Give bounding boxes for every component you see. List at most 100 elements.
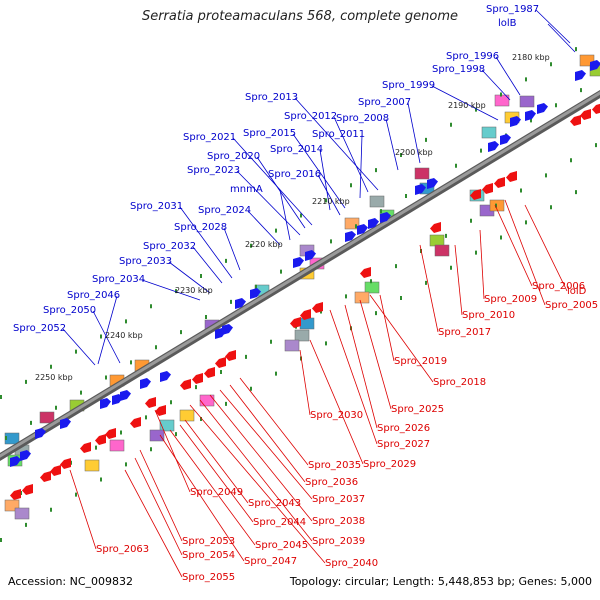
- leader-line-Spro_2032: [192, 246, 223, 284]
- gene-label-Spro_2034: Spro_2034: [92, 274, 145, 285]
- leader-line-Spro_1998: [481, 69, 511, 101]
- tick-forward-row-2: [400, 153, 402, 157]
- leader-line-lolD: [524, 204, 568, 292]
- gene-label-Spro_2030: Spro_2030: [310, 410, 363, 421]
- gene-label-Spro_2044: Spro_2044: [253, 517, 306, 528]
- reverse-gene-arrow: [300, 309, 311, 320]
- tick-forward-row-2: [100, 334, 102, 339]
- tick-reverse-row-1: [145, 415, 147, 420]
- gene-label-Spro_2020: Spro_2020: [207, 151, 260, 162]
- tick-forward-row-1: [5, 436, 7, 440]
- feature-block-slate: [434, 244, 450, 257]
- reverse-gene-arrow: [95, 434, 106, 445]
- tick-reverse-row-1: [245, 354, 247, 359]
- leader-line-Spro_2063: [69, 469, 97, 550]
- tick-reverse-row-2: [325, 341, 327, 346]
- feature-block-green: [369, 195, 385, 208]
- tick-forward-row-2: [425, 137, 427, 142]
- reverse-gene-arrow: [192, 373, 203, 384]
- reverse-gene-arrow: [312, 302, 323, 313]
- reverse-gene-arrow: [22, 484, 33, 495]
- tick-reverse-row-1: [170, 400, 172, 405]
- gene-label-Spro_2025: Spro_2025: [391, 404, 444, 415]
- tick-forward-row-1: [180, 330, 182, 335]
- feature-block-cyan: [4, 432, 20, 445]
- tick-reverse-row-1: [520, 188, 522, 193]
- forward-gene-arrow: [575, 70, 586, 81]
- reverse-gene-arrow: [204, 367, 215, 378]
- tick-reverse-row-1: [545, 173, 547, 178]
- tick-reverse-row-1: [570, 158, 572, 163]
- tick-reverse-row-1: [270, 339, 272, 344]
- tick-forward-row-2: [150, 304, 152, 309]
- kbp-marker-label: 2190 kbp: [448, 101, 486, 110]
- gene-label-Spro_2017: Spro_2017: [438, 327, 491, 338]
- gene-label-Spro_2045: Spro_2045: [255, 540, 308, 551]
- leader-line-Spro_2007: [407, 102, 421, 164]
- gene-label-Spro_1999: Spro_1999: [382, 80, 435, 91]
- tick-forward-row-1: [30, 420, 32, 425]
- forward-gene-arrow: [35, 428, 46, 439]
- reverse-gene-arrow: [430, 222, 441, 233]
- tick-reverse-row-2: [575, 190, 577, 195]
- genome-backbone: [0, 89, 600, 462]
- gene-label-Spro_2055: Spro_2055: [182, 572, 235, 583]
- backbone-highlight: [0, 91, 600, 458]
- leader-line-Spro_1987: [535, 9, 571, 44]
- map-title: Serratia proteamaculans 568, complete ge…: [141, 9, 459, 24]
- tick-reverse-row-2: [125, 462, 127, 467]
- gene-label-Spro_2046: Spro_2046: [67, 290, 120, 301]
- tick-forward-row-1: [580, 88, 582, 93]
- gene-label-Spro_2007: Spro_2007: [358, 97, 411, 108]
- leader-line-Spro_2009: [479, 229, 485, 300]
- leader-line-Spro_2016: [317, 174, 341, 216]
- leader-line-Spro_2019: [379, 294, 395, 362]
- feature-block-green: [149, 429, 165, 442]
- forward-gene-arrow: [500, 134, 511, 145]
- tick-reverse-row-1: [220, 370, 222, 374]
- forward-gene-arrow: [10, 456, 21, 467]
- feature-block-teal: [429, 234, 445, 247]
- gene-label-Spro_2036: Spro_2036: [305, 477, 358, 488]
- leader-line-Spro_2025: [359, 299, 392, 410]
- gene-label-Spro_2053: Spro_2053: [182, 536, 235, 547]
- tick-reverse-row-2: [450, 265, 452, 270]
- forward-gene-arrow: [415, 184, 426, 195]
- feature-block-slate: [344, 217, 360, 230]
- feature-block-olive: [159, 419, 175, 432]
- tick-forward-row-1: [405, 194, 407, 198]
- leader-line-Spro_2013: [294, 97, 379, 191]
- reverse-gene-arrow: [494, 177, 505, 188]
- leader-line-Spro_1999: [431, 85, 499, 121]
- tick-reverse-row-2: [525, 220, 527, 225]
- forward-gene-arrow: [525, 110, 536, 121]
- gene-label-Spro_2027: Spro_2027: [377, 439, 430, 450]
- leader-line-Spro_2053: [139, 449, 183, 542]
- gene-label-Spro_2023: Spro_2023: [187, 165, 240, 176]
- tick-forward-row-1: [530, 118, 532, 123]
- tick-forward-row-2: [75, 349, 77, 354]
- tick-forward-row-2: [325, 198, 327, 203]
- gene-label-Spro_2019: Spro_2019: [394, 356, 447, 367]
- forward-gene-arrow: [368, 218, 379, 229]
- leader-line-Spro_2033: [168, 261, 211, 294]
- tick-forward-row-1: [480, 148, 482, 153]
- forward-gene-arrow: [160, 371, 171, 382]
- gene-label-lolB: lolB: [498, 18, 517, 29]
- tick-reverse-row-1: [95, 445, 97, 450]
- gene-arrows: [10, 60, 600, 500]
- feature-block-gray: [199, 394, 215, 407]
- forward-gene-arrow: [235, 298, 246, 309]
- gene-label-Spro_2018: Spro_2018: [433, 377, 486, 388]
- forward-gene-arrow: [20, 450, 31, 461]
- gene-label-Spro_2021: Spro_2021: [183, 132, 236, 143]
- gene-label-mnmA: mnmA: [230, 184, 263, 195]
- reverse-gene-arrow: [506, 171, 517, 182]
- reverse-gene-arrow: [225, 350, 236, 361]
- leader-line-Spro_2055: [124, 469, 183, 578]
- leader-line-Spro_2039: [199, 399, 313, 542]
- forward-gene-arrow: [510, 116, 521, 127]
- gene-label-Spro_2028: Spro_2028: [174, 222, 227, 233]
- leader-line-Spro_2031: [179, 206, 233, 279]
